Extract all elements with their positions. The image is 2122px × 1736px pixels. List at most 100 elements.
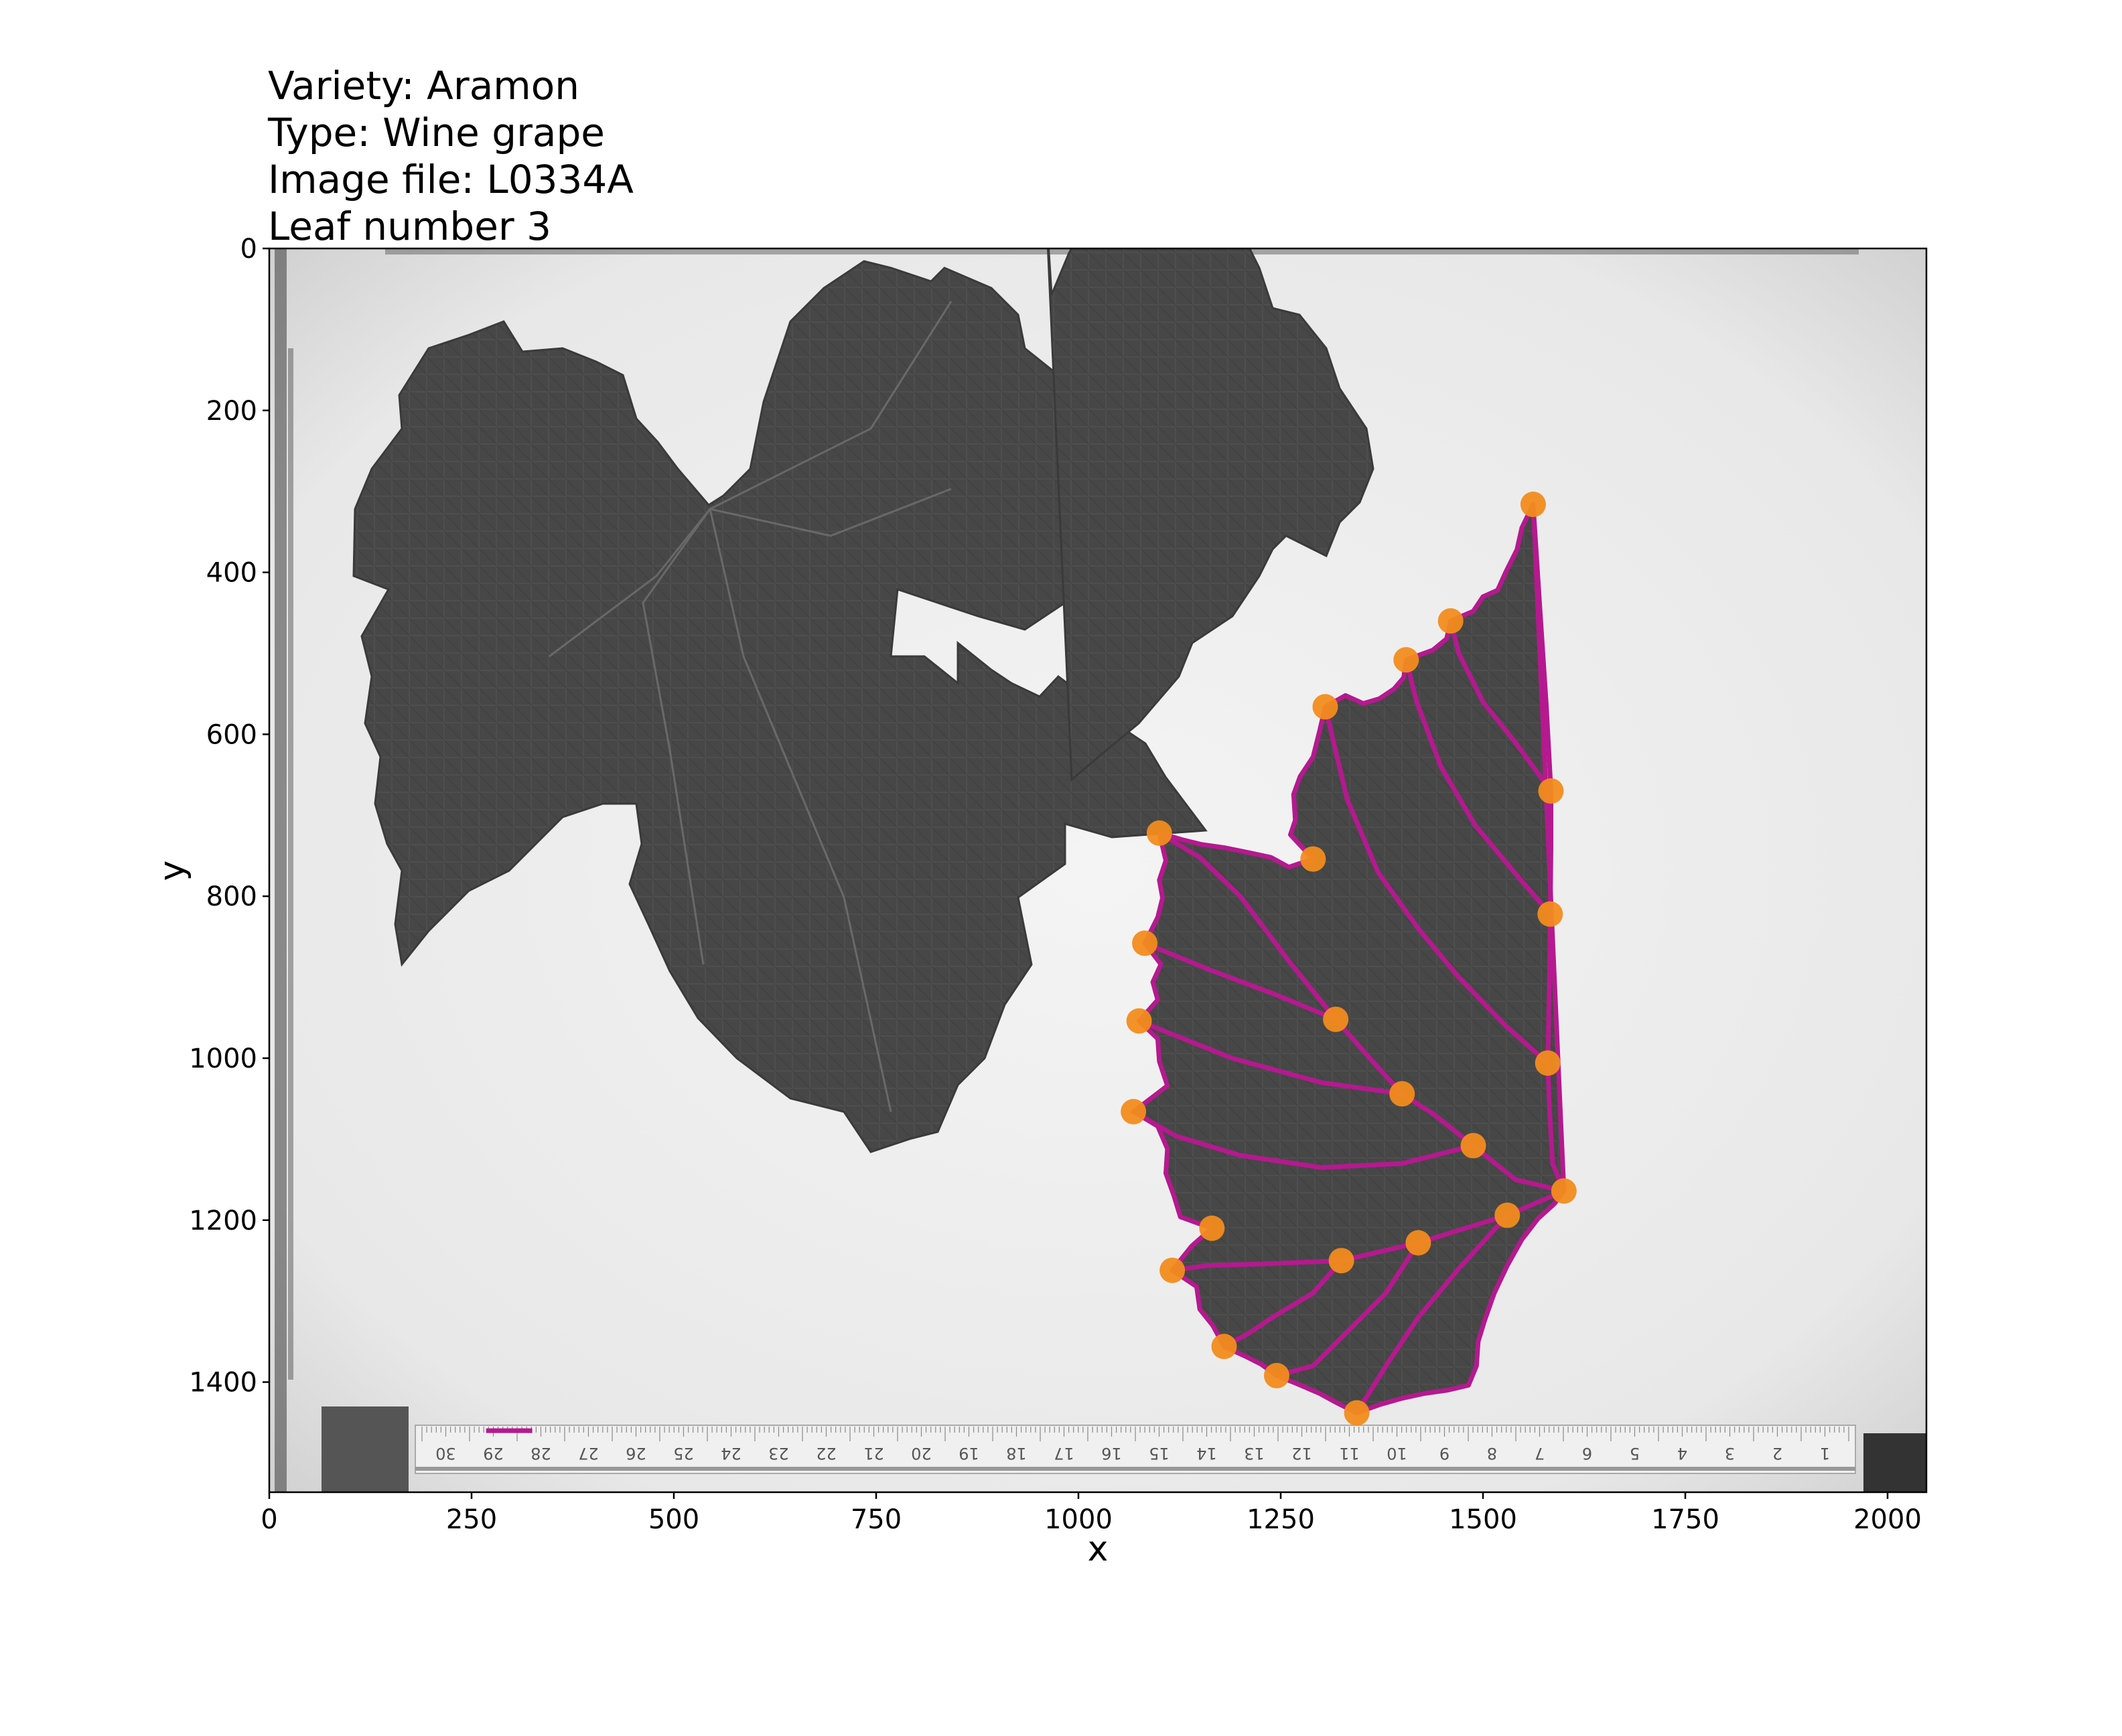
landmark-point bbox=[1199, 1215, 1225, 1241]
x-tick-label: 1250 bbox=[1247, 1504, 1315, 1535]
ruler-number: 3 bbox=[1725, 1444, 1735, 1463]
ruler-number: 7 bbox=[1535, 1444, 1545, 1463]
x-axis-label: x bbox=[1088, 1529, 1109, 1569]
landmark-point bbox=[1393, 647, 1419, 673]
landmark-point bbox=[1323, 1006, 1349, 1032]
ruler-number: 21 bbox=[863, 1444, 884, 1463]
landmark-point bbox=[1437, 608, 1464, 634]
ruler-number: 6 bbox=[1582, 1444, 1592, 1463]
title-type: Type: Wine grape bbox=[267, 110, 605, 155]
ruler-number: 9 bbox=[1439, 1444, 1449, 1463]
ruler-number: 28 bbox=[530, 1444, 551, 1463]
y-axis-ticks: 0 200 400 600 800 1000 1200 1400 bbox=[189, 234, 269, 1398]
ruler: 30 29 28 27 26 25 24 23 22 21 20 19 18 17 16 15 14 13 12 11… bbox=[415, 1425, 1856, 1474]
y-tick-label: 600 bbox=[206, 719, 257, 750]
ruler-number: 22 bbox=[816, 1444, 837, 1463]
vein-trace bbox=[1448, 618, 1553, 794]
annotations bbox=[486, 492, 1577, 1433]
x-tick-label: 1500 bbox=[1449, 1504, 1517, 1535]
x-tick-label: 1000 bbox=[1044, 1504, 1113, 1535]
ruler-number: 2 bbox=[1772, 1444, 1782, 1463]
ruler-number: 14 bbox=[1196, 1444, 1217, 1463]
vein-trace bbox=[1274, 1240, 1421, 1378]
y-tick-label: 1400 bbox=[189, 1368, 257, 1398]
ruler-number: 8 bbox=[1487, 1444, 1497, 1463]
vein-trace bbox=[1131, 1109, 1476, 1170]
corner-block-right bbox=[1863, 1433, 1926, 1492]
landmark-point bbox=[1551, 1178, 1577, 1204]
landmark-point bbox=[1538, 778, 1564, 804]
x-tick-label: 750 bbox=[851, 1504, 902, 1535]
landmark-point bbox=[1121, 1098, 1147, 1125]
ruler-number: 29 bbox=[483, 1444, 504, 1463]
ruler-edge bbox=[415, 1467, 1855, 1471]
landmark-point bbox=[1494, 1202, 1520, 1228]
landmark-point bbox=[1460, 1133, 1486, 1159]
landmark-point bbox=[1389, 1081, 1415, 1107]
ruler-number: 27 bbox=[578, 1444, 599, 1463]
vein-trace bbox=[1403, 657, 1553, 917]
ruler-number: 10 bbox=[1387, 1444, 1407, 1463]
title-leaf-number: Leaf number 3 bbox=[268, 204, 551, 249]
vein-trace bbox=[1157, 830, 1567, 1194]
x-tick-label: 500 bbox=[648, 1504, 699, 1535]
ruler-number: 16 bbox=[1101, 1444, 1122, 1463]
y-tick-label: 1000 bbox=[189, 1043, 257, 1074]
ruler-ticks bbox=[421, 1427, 1849, 1441]
ruler-number: 13 bbox=[1244, 1444, 1265, 1463]
ruler-number: 1 bbox=[1820, 1444, 1830, 1463]
scan-edge-left bbox=[275, 248, 287, 1492]
ruler-number: 18 bbox=[1006, 1444, 1027, 1463]
ruler-number: 25 bbox=[673, 1444, 694, 1463]
landmark-point bbox=[1211, 1333, 1237, 1360]
ruler-numbers: 30 29 28 27 26 25 24 23 22 21 20 19 18 17 16 15 14 13 12 11… bbox=[435, 1444, 1830, 1463]
ruler-number: 11 bbox=[1339, 1444, 1360, 1463]
ruler-number: 19 bbox=[959, 1444, 979, 1463]
ruler-number: 12 bbox=[1291, 1444, 1312, 1463]
leaf-left-veins bbox=[549, 301, 952, 1112]
landmark-point bbox=[1126, 1008, 1152, 1034]
ruler-number: 15 bbox=[1149, 1444, 1170, 1463]
ruler-number: 5 bbox=[1630, 1444, 1640, 1463]
y-axis-label: y bbox=[152, 861, 192, 881]
landmark-point bbox=[1344, 1400, 1370, 1426]
ruler-number: 4 bbox=[1677, 1444, 1687, 1463]
y-tick-label: 1200 bbox=[189, 1206, 257, 1236]
landmark-point bbox=[1300, 846, 1326, 872]
ruler-number: 24 bbox=[721, 1444, 741, 1463]
ruler-number: 30 bbox=[435, 1444, 456, 1463]
vein-trace bbox=[1323, 704, 1551, 1066]
landmark-point bbox=[1520, 492, 1546, 518]
landmarks bbox=[1121, 492, 1577, 1426]
leaf-outline-trace bbox=[1131, 502, 1567, 1415]
title-image-file: Image file: L0334A bbox=[268, 157, 634, 202]
landmark-point bbox=[1146, 820, 1172, 846]
x-tick-label: 250 bbox=[446, 1504, 497, 1535]
landmark-point bbox=[1132, 930, 1158, 956]
landmark-point bbox=[1263, 1362, 1289, 1388]
scan-frame-line bbox=[288, 348, 293, 1380]
vein-trace bbox=[1221, 1258, 1344, 1349]
title-block: Variety: Aramon Type: Wine grape Image f… bbox=[267, 63, 634, 249]
corner-block-left bbox=[322, 1406, 409, 1492]
ruler-number: 23 bbox=[768, 1444, 789, 1463]
x-axis-ticks: 0 250 500 750 1000 1250 1500 1750 2000 bbox=[261, 1492, 1922, 1535]
y-tick-label: 400 bbox=[206, 558, 257, 589]
axes-frame bbox=[268, 247, 1928, 1494]
y-tick-label: 200 bbox=[206, 396, 257, 427]
plot-area: 30 29 28 27 26 25 24 23 22 21 20 19 18 17 16 15 14 13 12 11… bbox=[269, 248, 1926, 1492]
landmark-point bbox=[1535, 1050, 1561, 1076]
vein-trace bbox=[1142, 940, 1338, 1022]
y-tick-label: 800 bbox=[206, 881, 257, 912]
landmark-point bbox=[1312, 694, 1338, 720]
landmark-point bbox=[1328, 1248, 1354, 1274]
x-tick-label: 1750 bbox=[1651, 1504, 1719, 1535]
leaf-right bbox=[1046, 248, 1374, 782]
ruler-number: 17 bbox=[1054, 1444, 1074, 1463]
y-tick-label: 0 bbox=[240, 234, 257, 265]
vein-trace bbox=[1137, 1018, 1405, 1096]
ruler-number: 26 bbox=[626, 1444, 646, 1463]
landmark-point bbox=[1537, 901, 1563, 927]
landmark-point bbox=[1159, 1257, 1186, 1283]
